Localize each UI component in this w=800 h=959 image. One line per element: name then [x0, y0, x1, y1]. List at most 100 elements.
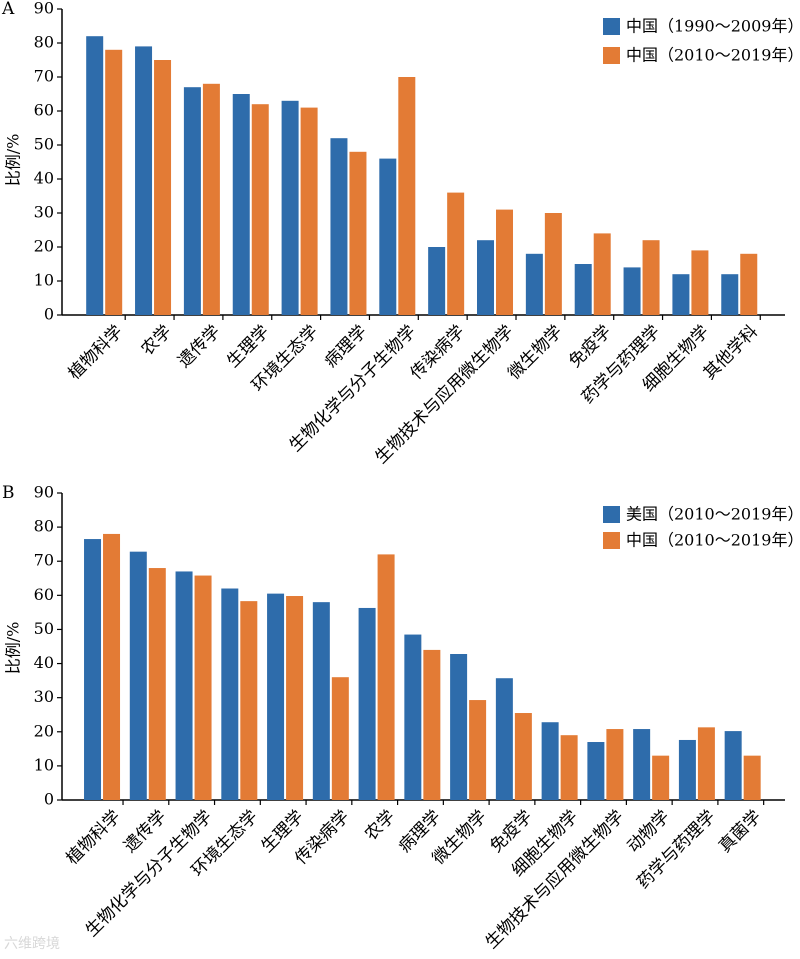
bar-series-b	[240, 601, 258, 800]
x-tick-label: 农学	[138, 322, 176, 360]
bar-series-b	[398, 77, 416, 315]
bar-series-a	[183, 87, 201, 315]
x-tick-label: 植物科学	[65, 322, 127, 384]
bar-series-a	[135, 46, 153, 316]
bar-series-a	[428, 247, 446, 315]
x-tick-label: 遗传学	[174, 322, 224, 372]
y-tick-label: 30	[34, 687, 54, 706]
legend-swatch	[603, 506, 620, 523]
bar-series-b	[743, 755, 761, 800]
bar-series-a	[574, 264, 592, 315]
bar-series-a	[358, 607, 376, 800]
bar-series-b	[251, 104, 269, 315]
bar-series-b	[514, 713, 532, 800]
y-tick-label: 10	[34, 755, 54, 774]
bar-series-b	[286, 596, 304, 800]
bar-series-b	[593, 233, 611, 315]
bar-series-a	[84, 539, 102, 800]
bar-series-b	[606, 729, 624, 800]
y-tick-label: 40	[34, 169, 54, 188]
y-tick-label: 0	[44, 790, 54, 809]
bar-series-b	[423, 649, 441, 800]
bar-series-b	[740, 253, 758, 315]
legend-label: 中国（1990～2009年）	[626, 17, 800, 36]
bar-series-b	[148, 568, 166, 800]
y-tick-label: 20	[34, 237, 54, 256]
bar-series-a	[221, 588, 239, 800]
bar-series-a	[86, 36, 104, 315]
legend-swatch	[603, 18, 620, 35]
bar-series-a	[404, 634, 422, 800]
bar-series-b	[349, 151, 367, 315]
bar-series-b	[469, 700, 487, 800]
legend-swatch	[603, 47, 620, 64]
bar-series-a	[281, 100, 299, 315]
x-tick-label: 微生物学	[504, 322, 566, 384]
bar-series-b	[544, 213, 562, 315]
bar-series-a	[495, 678, 513, 800]
y-tick-label: 70	[34, 67, 54, 86]
bar-series-a	[724, 731, 742, 800]
x-tick-label: 植物科学	[63, 807, 125, 869]
legend-label: 中国（2010～2019年）	[626, 531, 800, 550]
bar-series-b	[331, 677, 349, 800]
x-tick-label: 真菌学	[715, 807, 765, 857]
bar-series-a	[721, 274, 739, 315]
bar-series-a	[330, 138, 348, 315]
bar-series-b	[642, 240, 660, 315]
y-tick-label: 60	[34, 585, 54, 604]
bar-series-a	[587, 742, 605, 800]
legend-label: 中国（2010～2019年）	[626, 46, 800, 65]
bar-series-a	[232, 94, 250, 315]
y-tick-label: 90	[34, 483, 54, 502]
bar-series-a	[379, 158, 397, 315]
bar-series-a	[175, 571, 193, 800]
bar-series-b	[496, 209, 514, 315]
bar-series-a	[633, 729, 651, 800]
y-axis-label: 比例/%	[4, 622, 23, 675]
bar-series-b	[652, 755, 670, 800]
bar-series-a	[525, 253, 543, 315]
y-tick-label: 80	[34, 517, 54, 536]
panel-b-chart: B比例/%0102030405060708090植物科学遗传学生物化学与分子生物…	[2, 483, 800, 953]
y-tick-label: 60	[34, 101, 54, 120]
y-tick-label: 50	[34, 135, 54, 154]
y-tick-label: 20	[34, 721, 54, 740]
bar-series-b	[105, 49, 123, 316]
y-tick-label: 50	[34, 619, 54, 638]
y-tick-label: 10	[34, 271, 54, 290]
bar-series-b	[691, 250, 709, 315]
panel-label: A	[1, 0, 15, 19]
bar-series-b	[103, 533, 121, 800]
y-axis-label: 比例/%	[4, 134, 23, 187]
x-tick-label: 农学	[361, 807, 399, 845]
legend-swatch	[603, 532, 620, 549]
bar-series-a	[267, 593, 285, 800]
y-tick-label: 40	[34, 653, 54, 672]
bar-series-b	[202, 83, 220, 315]
y-tick-label: 90	[34, 0, 54, 18]
bar-series-a	[678, 739, 696, 800]
y-tick-label: 0	[44, 305, 54, 324]
bar-series-b	[300, 107, 318, 315]
bar-series-a	[312, 602, 330, 800]
panel-label: B	[2, 483, 15, 503]
legend-label: 美国（2010～2019年）	[626, 505, 800, 524]
bar-series-b	[560, 735, 578, 800]
bar-series-b	[377, 554, 395, 800]
watermark-text: 六维跨境	[4, 936, 60, 952]
bar-series-a	[672, 274, 690, 315]
y-tick-label: 70	[34, 551, 54, 570]
bar-series-b	[697, 727, 715, 800]
bar-series-a	[477, 240, 495, 315]
bar-series-a	[623, 267, 641, 315]
y-tick-label: 30	[34, 203, 54, 222]
bar-series-b	[447, 192, 465, 315]
bar-series-a	[129, 551, 147, 800]
y-tick-label: 80	[34, 33, 54, 52]
bar-series-b	[194, 575, 212, 800]
bar-series-a	[450, 654, 468, 800]
x-tick-label: 其他学科	[700, 322, 762, 384]
